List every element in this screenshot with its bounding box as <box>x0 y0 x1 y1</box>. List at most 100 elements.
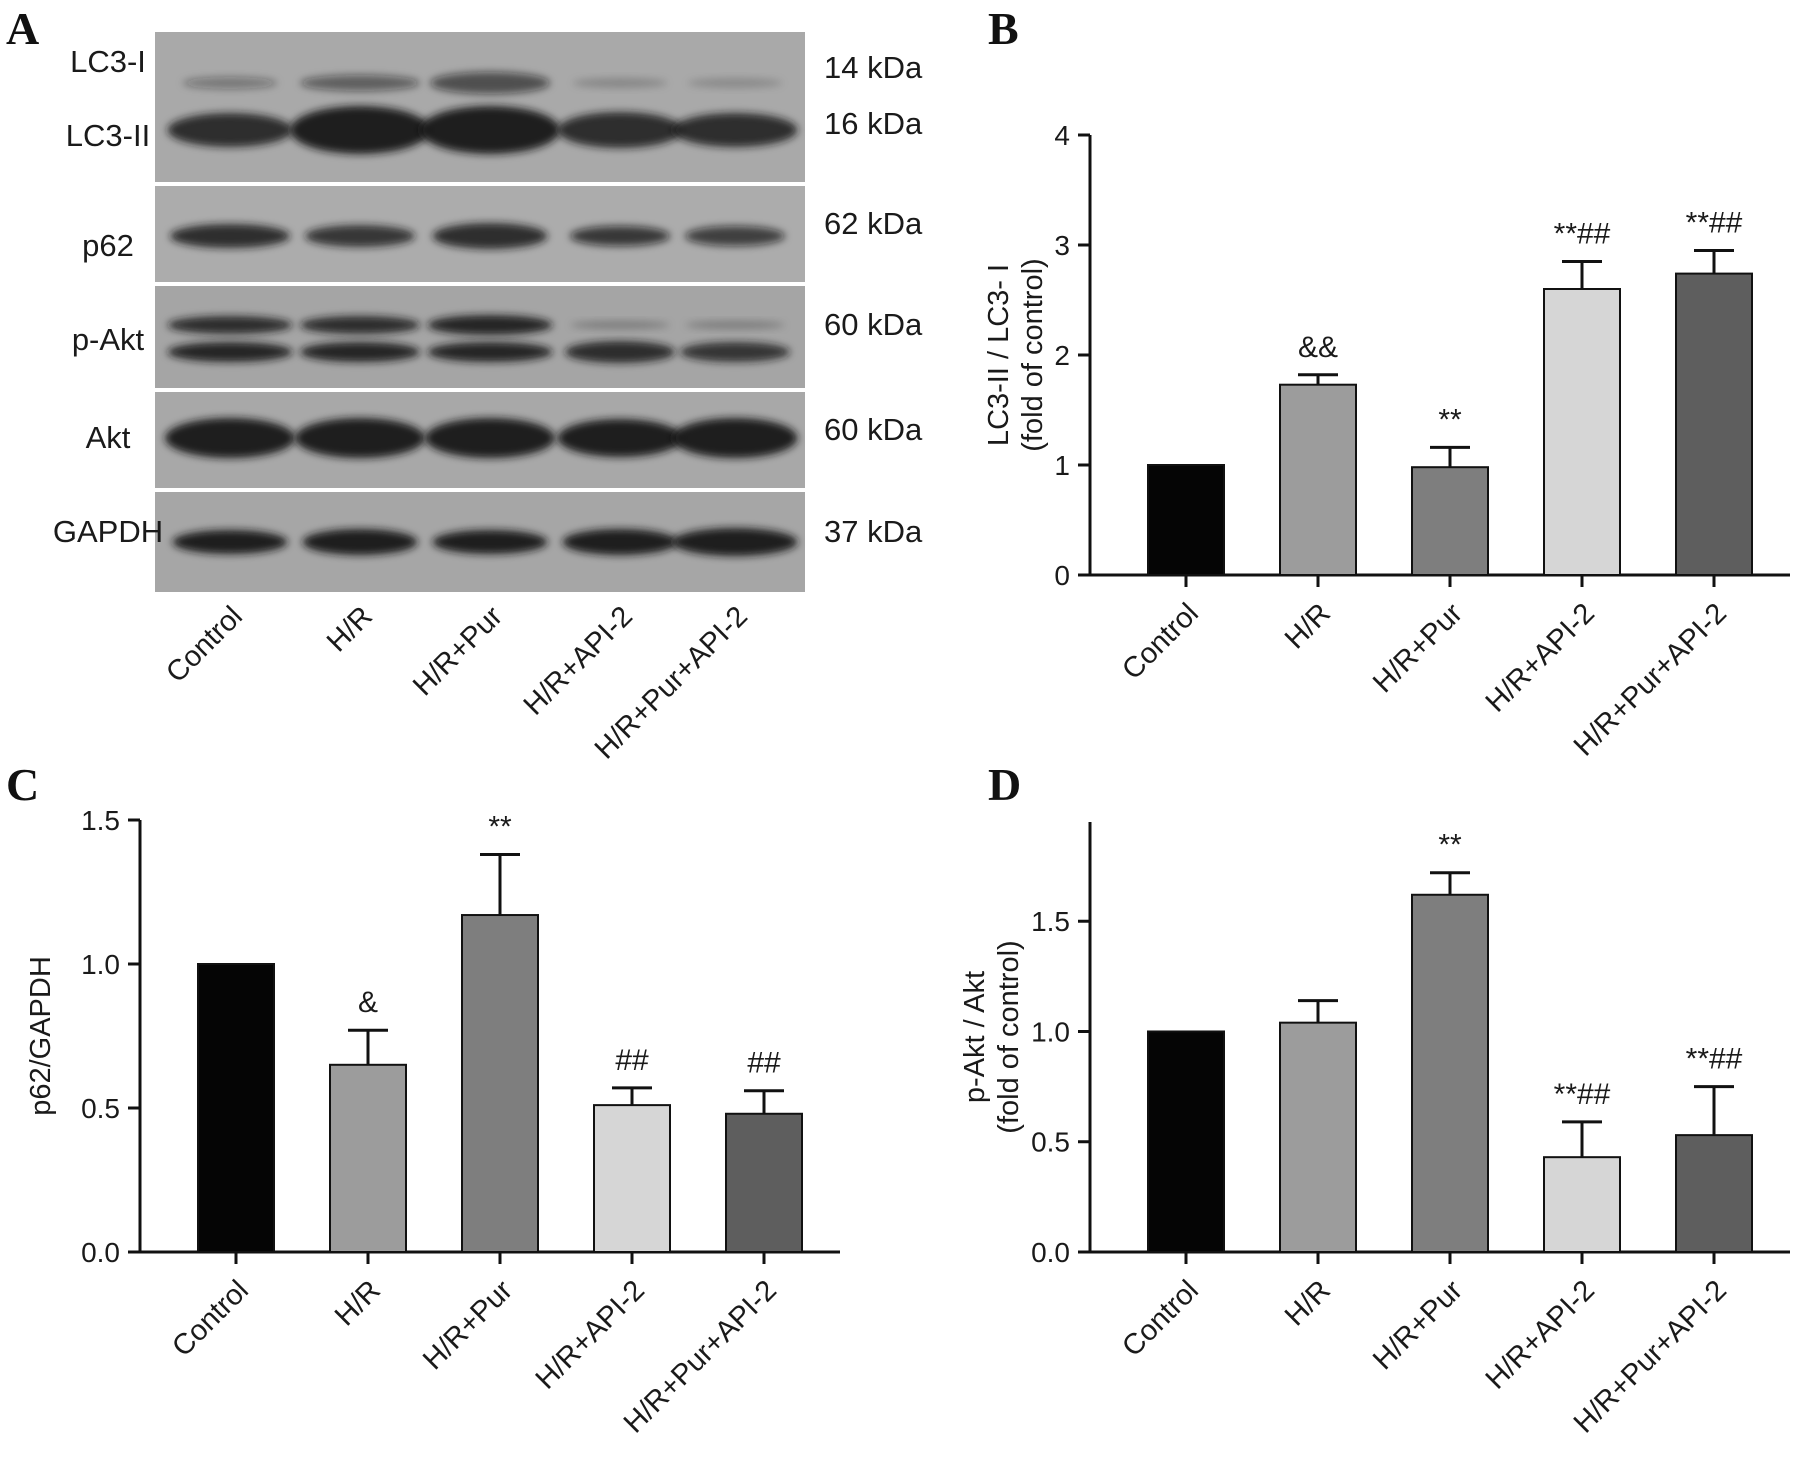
y-tick-label: 1.5 <box>1031 906 1070 937</box>
blot-band <box>672 418 798 458</box>
blot-band <box>420 106 560 154</box>
panel-a: A LC3-I 14 kDa LC3-II 16 kDa p62 62 kDa p-Akt 6… <box>6 3 923 765</box>
blot-size-label: 37 kDa <box>824 514 923 549</box>
bar-h-r-pur <box>461 914 539 1253</box>
x-tick-label: Control <box>166 1274 255 1363</box>
significance-annotation: ## <box>615 1044 649 1077</box>
x-tick-label: H/R+Pur <box>1367 1274 1469 1376</box>
western-blot: LC3-I 14 kDa LC3-II 16 kDa p62 62 kDa p-Akt 60 … <box>53 32 923 765</box>
bar-h-r-pur-api-2 <box>1675 272 1753 576</box>
bar-control <box>1147 464 1225 576</box>
blot-size-label: 16 kDa <box>824 106 923 141</box>
blot-band <box>182 77 278 89</box>
blot-band <box>425 418 555 458</box>
blot-band <box>687 78 783 88</box>
blot-size-label: 60 kDa <box>824 307 923 342</box>
y-tick-label: 0.0 <box>81 1237 120 1268</box>
blot-size-label: 14 kDa <box>824 50 923 85</box>
significance-annotation: **## <box>1554 1078 1611 1111</box>
bar-h-r-api-2 <box>1543 1156 1621 1253</box>
blot-band <box>570 321 670 329</box>
blot-strip <box>155 286 805 388</box>
y-tick-label: 1.0 <box>1031 1016 1070 1047</box>
blot-band <box>557 112 683 148</box>
y-tick-label: 2 <box>1054 340 1070 371</box>
panel-label-d: D <box>988 759 1021 810</box>
bar-h-r-pur-api-2 <box>1675 1134 1753 1253</box>
y-tick-label: 1.0 <box>81 949 120 980</box>
panel-d: D 0.0 0.5 1.0 1.5 p-Akt / Akt (fold of contro… <box>959 759 1790 1439</box>
x-tick-label: H/R <box>329 1274 387 1332</box>
blot-band <box>557 419 683 457</box>
blot-protein-label: LC3-I <box>70 44 146 79</box>
y-tick-label: 1.5 <box>81 805 120 836</box>
blot-protein-label: GAPDH <box>53 514 163 549</box>
x-tick-label: H/R+API-2 <box>1480 597 1601 718</box>
blot-band <box>685 226 785 246</box>
significance-annotation: **## <box>1686 1043 1743 1076</box>
blot-band <box>167 113 293 147</box>
x-tick-label: H/R+API-2 <box>530 1274 651 1395</box>
blot-band <box>300 316 420 334</box>
bar-h-r-pur <box>1411 466 1489 577</box>
bar-h-r <box>1279 383 1357 577</box>
blot-lane-label: Control <box>160 600 249 689</box>
significance-annotation: & <box>358 986 378 1019</box>
x-tick-label: H/R <box>1279 597 1337 655</box>
significance-annotation: ** <box>488 811 512 844</box>
y-axis-label: (fold of control) <box>993 940 1025 1133</box>
blot-band <box>290 106 430 154</box>
y-axis-label: LC3-II / LC3- I <box>983 264 1015 446</box>
bar-h-r-pur <box>1411 893 1489 1253</box>
x-tick-label: H/R+Pur <box>1367 597 1469 699</box>
blot-band <box>300 75 420 91</box>
blot-band <box>570 226 670 246</box>
panel-label-c: C <box>6 759 39 810</box>
blot-band <box>432 530 548 554</box>
blot-band <box>305 225 415 247</box>
blot-band <box>300 342 420 362</box>
significance-annotation: **## <box>1686 207 1743 240</box>
panel-label-a: A <box>6 3 39 54</box>
blot-band <box>565 341 675 363</box>
bar-h-r-api-2 <box>593 1104 671 1253</box>
bar-h-r <box>1279 1021 1357 1254</box>
x-tick-label: H/R+Pur <box>417 1274 519 1376</box>
bar-control <box>197 963 275 1253</box>
significance-annotation: ** <box>1438 829 1462 862</box>
blot-protein-label: Akt <box>86 420 131 455</box>
y-tick-label: 4 <box>1054 120 1070 151</box>
chart-c: 0.0 0.5 1.0 1.5 p62/GAPDH Control H/R & H/R+Pur *… <box>25 805 840 1439</box>
blot-lane-label: H/R <box>321 600 379 658</box>
bar-h-r <box>329 1063 407 1254</box>
y-axis-label: p-Akt / Akt <box>959 971 991 1103</box>
bar-control <box>1147 1030 1225 1253</box>
chart-b: 0 1 2 3 4 LC3-II / LC3- I (fold of control) Con… <box>983 120 1790 762</box>
x-tick-label: Control <box>1116 597 1205 686</box>
blot-band <box>672 528 798 556</box>
significance-annotation: ## <box>747 1047 781 1080</box>
blot-lane-label: H/R+API-2 <box>518 600 639 721</box>
y-tick-label: 3 <box>1054 230 1070 261</box>
y-tick-label: 1 <box>1054 450 1070 481</box>
blot-protein-label: p-Akt <box>72 322 145 357</box>
blot-band <box>672 113 798 147</box>
x-tick-label: H/R <box>1279 1274 1337 1332</box>
bar-h-r-api-2 <box>1543 288 1621 576</box>
blot-band <box>562 529 678 555</box>
blot-band <box>432 223 548 249</box>
blot-band <box>572 78 668 88</box>
panel-b: B 0 1 2 3 4 LC3-II / LC3- I (fold of control) C… <box>983 3 1790 762</box>
blot-band <box>295 418 425 458</box>
blot-band <box>427 342 553 362</box>
blot-band <box>167 316 293 334</box>
blot-size-label: 60 kDa <box>824 412 923 447</box>
y-tick-label: 0.0 <box>1031 1237 1070 1268</box>
chart-d: 0.0 0.5 1.0 1.5 p-Akt / Akt (fold of control)… <box>959 822 1790 1439</box>
blot-lane-label: H/R+Pur <box>407 600 509 702</box>
panel-label-b: B <box>988 3 1019 54</box>
significance-annotation: **## <box>1554 218 1611 251</box>
blot-band <box>167 342 293 362</box>
significance-annotation: && <box>1298 331 1338 364</box>
